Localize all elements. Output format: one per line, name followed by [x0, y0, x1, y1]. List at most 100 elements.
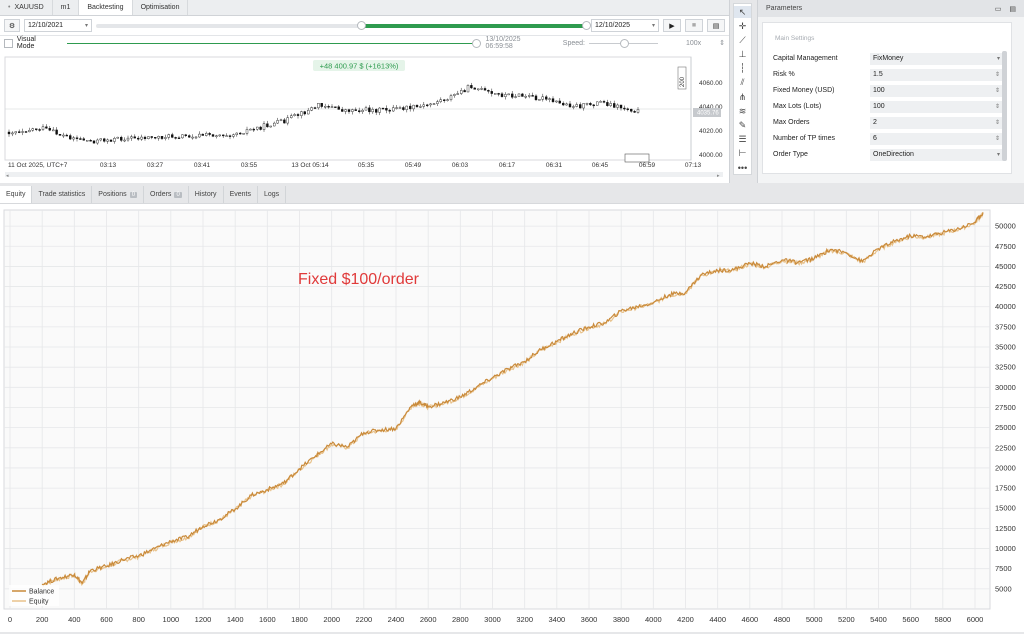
date-to-value: 12/10/2025 [595, 22, 631, 29]
param-input-max-lots[interactable]: 100 ⇕ [870, 100, 1003, 113]
stepper-icon[interactable]: ⇕ [994, 120, 1000, 126]
candle-body [198, 133, 201, 138]
backtest-panel: • XAUUSD m1 Backtesting Optimisation ⚙ 1… [0, 0, 730, 183]
measure-tool[interactable]: ⊢ [734, 148, 751, 160]
play-button[interactable]: ▶ [663, 19, 681, 32]
y-tick-label: 27500 [995, 403, 1016, 412]
scroll-left-icon[interactable]: ◂ [6, 173, 9, 179]
levels-tool[interactable]: ☰ [734, 134, 751, 146]
timeframe-tab[interactable]: m1 [53, 0, 80, 15]
candle-body [140, 136, 143, 140]
range-start-handle[interactable] [357, 20, 367, 30]
date-range-slider[interactable] [96, 20, 591, 30]
x-tick-label: 4200 [677, 615, 694, 624]
x-tick-label: 1200 [195, 615, 212, 624]
param-value: 100 [873, 87, 885, 94]
x-tick-label: 4600 [741, 615, 758, 624]
x-tick-label: 4800 [774, 615, 791, 624]
updown-icon[interactable]: ⇕ [719, 40, 725, 47]
candle-body [585, 103, 589, 105]
pitchfork-tool[interactable]: ⋔ [734, 91, 751, 103]
stepper-icon[interactable]: ⇕ [994, 136, 1000, 142]
tab-backtesting[interactable]: Backtesting [79, 0, 133, 15]
tab-trade-statistics[interactable]: Trade statistics [32, 186, 93, 203]
y-tick-label: 40000 [995, 302, 1016, 311]
candle-body [500, 93, 504, 97]
date-to-input[interactable]: 12/10/2025 ▾ [591, 19, 659, 32]
horizontal-scrollbar[interactable] [5, 172, 723, 177]
settings-button[interactable]: ⚙ [4, 19, 20, 32]
param-select-order-type[interactable]: OneDirection ▾ [870, 148, 1003, 161]
scroll-right-icon[interactable]: ▸ [717, 173, 720, 179]
speed-handle[interactable] [620, 38, 629, 48]
tab-logs[interactable]: Logs [258, 186, 287, 203]
save-icon[interactable]: ▭ [994, 5, 1002, 13]
crosshair-tool[interactable]: ✛ [734, 20, 751, 32]
channel-tool[interactable]: ⫽ [734, 77, 751, 89]
date-from-input[interactable]: 12/10/2021 ▾ [24, 19, 92, 32]
candle-body [191, 136, 194, 139]
candle-body [545, 96, 548, 100]
candle-body [228, 135, 232, 137]
time-tick: 06:17 [499, 162, 516, 169]
visual-mode-checkbox[interactable] [4, 38, 13, 48]
param-row-risk: Risk % 1.5 ⇕ [773, 68, 1009, 81]
stop-icon: ■ [691, 22, 697, 29]
stepper-icon[interactable]: ⇕ [994, 72, 1000, 78]
symbol-tab[interactable]: • XAUUSD [0, 0, 53, 15]
time-tick: 06:45 [592, 162, 609, 169]
candle-body [596, 101, 599, 106]
param-select-capital-management[interactable]: FixMoney ▾ [870, 52, 1003, 65]
candle-body [106, 139, 109, 142]
current-time: 13/10/2025 06:59:58 [485, 36, 521, 50]
tab-equity[interactable]: Equity [0, 186, 33, 203]
stepper-icon[interactable]: ⇕ [994, 104, 1000, 110]
tab-history[interactable]: History [189, 186, 224, 203]
trendline-tool[interactable]: ⟋ [734, 34, 751, 46]
param-input-risk[interactable]: 1.5 ⇕ [870, 68, 1003, 81]
candle-body [473, 87, 476, 90]
crosshair-icon: ✛ [738, 20, 747, 31]
pitchfork-icon: ⋔ [738, 91, 747, 102]
stepper-icon[interactable]: ⇕ [994, 88, 1000, 94]
param-input-fixed-money[interactable]: 100 ⇕ [870, 84, 1003, 97]
candle-body [21, 131, 24, 133]
range-end-handle[interactable] [582, 20, 591, 30]
star-icon[interactable]: • [8, 4, 11, 11]
tab-orders[interactable]: Orders 0 [144, 186, 189, 203]
param-value: OneDirection [873, 151, 914, 158]
candle-body [623, 107, 626, 110]
candle-body [511, 93, 514, 98]
vertical-line-tool[interactable]: ┆ [734, 63, 751, 75]
equity-chart[interactable]: 0 200 400 600 800 1000 1200 1400 1600 1800 2000 220… [0, 203, 1024, 632]
candle-body [238, 132, 242, 135]
horizontal-line-tool[interactable]: ⊥ [734, 49, 751, 61]
candle-body [439, 99, 442, 102]
load-icon[interactable]: ▤ [1009, 5, 1016, 13]
candle-body [327, 106, 330, 108]
brush-tool[interactable]: ✎ [734, 119, 751, 131]
levels-icon: ☰ [738, 134, 747, 145]
fibonacci-tool[interactable]: ≋ [734, 105, 751, 117]
price-chart[interactable]: +48 400.97 $ (+1613%) 200 4060.00 4040.0… [0, 52, 729, 183]
candle-body [300, 111, 303, 116]
cursor-tool[interactable]: ↖ [734, 6, 751, 19]
calendar-button[interactable]: ▤ [707, 19, 725, 32]
candle-body [385, 108, 388, 111]
tab-optimisation[interactable]: Optimisation [133, 0, 189, 15]
candle-body [517, 93, 521, 97]
candle-body [633, 111, 636, 113]
tab-events[interactable]: Events [224, 186, 258, 203]
visual-progress-handle[interactable] [471, 38, 481, 48]
visual-progress-slider[interactable] [66, 38, 481, 48]
x-tick-label: 2400 [388, 615, 405, 624]
candle-body [296, 114, 300, 116]
param-input-max-orders[interactable]: 2 ⇕ [870, 116, 1003, 129]
stop-button[interactable]: ■ [685, 19, 703, 32]
more-tools[interactable]: ••• [734, 162, 751, 174]
candle-body [572, 106, 575, 108]
speed-slider[interactable] [588, 38, 658, 48]
param-input-tp-times[interactable]: 6 ⇕ [870, 132, 1003, 145]
tab-positions[interactable]: Positions 0 [92, 186, 145, 203]
parameters-scrollbar[interactable] [1002, 51, 1007, 161]
